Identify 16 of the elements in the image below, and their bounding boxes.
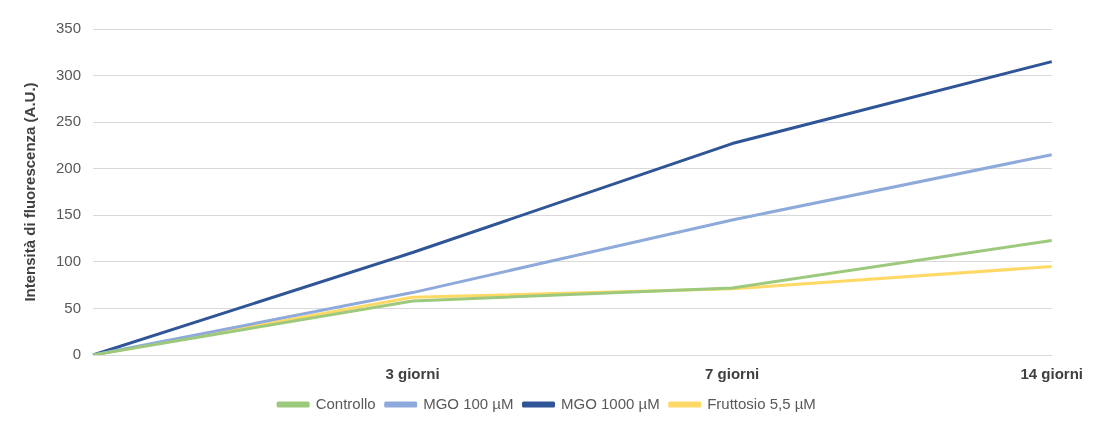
y-tick-label: 0 <box>72 345 82 363</box>
x-tick-label: 14 giorni <box>1020 365 1083 383</box>
y-tick-label: 300 <box>56 65 82 83</box>
y-tick-label: 350 <box>56 19 82 37</box>
legend-label: MGO 100 µM <box>423 394 514 412</box>
legend-label: Fruttosio 5,5 µM <box>707 394 816 412</box>
y-tick-label: 50 <box>64 298 82 316</box>
y-tick-label: 100 <box>56 252 82 269</box>
y-tick-label: 200 <box>56 158 82 176</box>
y-axis-title: Intensità di fluorescenza (A.U.) <box>21 82 39 302</box>
x-tick-label: 3 giorni <box>385 365 440 383</box>
legend-label: MGO 1000 µM <box>561 394 660 412</box>
legend-label: Controllo <box>315 394 376 412</box>
y-tick-label: 250 <box>56 112 82 130</box>
x-tick-label: 7 giorni <box>705 365 760 383</box>
y-tick-label: 150 <box>56 205 82 223</box>
